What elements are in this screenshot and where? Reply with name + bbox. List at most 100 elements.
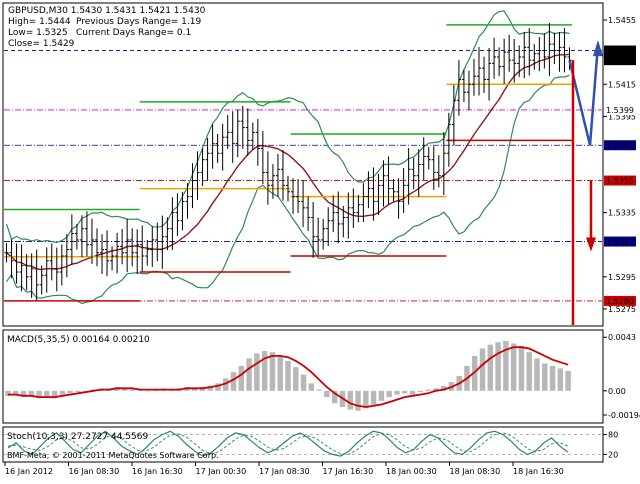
macd-bar bbox=[75, 390, 81, 393]
price-bar bbox=[34, 249, 39, 301]
price-pane[interactable] bbox=[2, 2, 604, 327]
price-bar bbox=[49, 243, 54, 281]
price-bar bbox=[79, 215, 84, 258]
moving-average bbox=[6, 53, 570, 271]
macd-bar bbox=[378, 390, 385, 401]
macd-bar bbox=[191, 388, 198, 391]
price-bar bbox=[115, 232, 120, 274]
price-bar bbox=[74, 223, 79, 250]
macd-tick-label: -0.00194 bbox=[608, 411, 640, 420]
price-bar bbox=[135, 229, 140, 274]
time-tick-label: 16 Jan 2012 bbox=[5, 467, 53, 476]
stoch-label: Stoch(10,3,3) 27.2727 44.5569 bbox=[7, 432, 148, 442]
macd-bar bbox=[542, 363, 548, 391]
price-bar bbox=[125, 218, 130, 273]
macd-bar bbox=[534, 358, 540, 391]
forecast-up-arrowhead bbox=[593, 40, 603, 57]
macd-bar bbox=[472, 355, 478, 391]
time-tick-label: 17 Jan 16:30 bbox=[323, 467, 374, 476]
price-bar bbox=[94, 228, 99, 267]
stoch-main-line bbox=[7, 430, 569, 457]
price-bar bbox=[270, 164, 275, 199]
price-bar bbox=[4, 243, 9, 263]
time-tick-label: 16 Jan 08:30 bbox=[69, 467, 120, 476]
price-bar bbox=[215, 134, 220, 163]
price-bar bbox=[160, 215, 165, 269]
macd-bar bbox=[479, 348, 486, 391]
indicator-bands bbox=[4, 10, 572, 305]
macd-bar bbox=[308, 383, 315, 391]
price-tick-label: 1.5275 bbox=[608, 305, 636, 314]
price-bar bbox=[301, 180, 306, 228]
price-bar bbox=[336, 191, 341, 244]
price-bar bbox=[44, 247, 49, 293]
forecast-up-line bbox=[568, 44, 600, 146]
macd-bar bbox=[565, 370, 571, 391]
price-bar bbox=[406, 148, 411, 205]
price-bar bbox=[371, 167, 376, 221]
macd-bar bbox=[277, 355, 283, 391]
price-bar bbox=[356, 194, 361, 223]
time-tick-label: 16 Jan 16:30 bbox=[132, 467, 183, 476]
price-tick-label: 1.5295 bbox=[608, 273, 636, 282]
macd-bar bbox=[300, 374, 307, 391]
price-bar bbox=[275, 153, 280, 197]
stoch-tick-label: 80 bbox=[608, 431, 618, 440]
price-bar bbox=[366, 171, 371, 209]
macd-bar bbox=[440, 385, 447, 391]
price-bar bbox=[552, 32, 557, 65]
macd-plot: 0.0043 0.00 -0.00194 bbox=[5, 333, 640, 420]
bollinger-upper bbox=[5, 10, 570, 244]
macd-bar bbox=[347, 390, 353, 410]
stoch-tick-label: 20 bbox=[608, 450, 618, 459]
price-bar bbox=[562, 28, 567, 73]
price-bar bbox=[326, 207, 331, 247]
price-bar bbox=[190, 163, 195, 209]
price-bar bbox=[311, 202, 316, 258]
price-bar bbox=[431, 146, 436, 190]
price-marker-label: 1.5430 bbox=[606, 56, 634, 65]
macd-bar bbox=[82, 390, 89, 392]
price-marker-box bbox=[604, 236, 636, 247]
macd-bar bbox=[557, 368, 564, 391]
macd-bar bbox=[549, 365, 556, 391]
price-bar bbox=[482, 56, 487, 93]
macd-bar bbox=[51, 390, 58, 399]
price-bar bbox=[175, 193, 180, 237]
price-axis: 1.5455 1.5415 1.5395 1.5335 1.5295 1.5275 1.54… bbox=[603, 16, 636, 314]
macd-tick-label: 0.0043 bbox=[608, 333, 636, 342]
macd-bar bbox=[386, 390, 392, 398]
macd-bar bbox=[285, 360, 291, 391]
price-marker-label: 1.5436 bbox=[606, 47, 634, 56]
price-bar bbox=[235, 109, 240, 158]
price-bar bbox=[110, 246, 115, 271]
macd-bar bbox=[503, 340, 509, 391]
price-bar bbox=[522, 31, 527, 79]
price-bar bbox=[361, 183, 366, 222]
macd-bar bbox=[409, 390, 416, 395]
price-bar bbox=[180, 191, 185, 231]
macd-bar bbox=[121, 388, 128, 391]
price-bar bbox=[542, 33, 547, 69]
macd-bar bbox=[67, 390, 73, 394]
price-bar bbox=[487, 47, 492, 101]
price-bar bbox=[426, 146, 431, 170]
macd-bar bbox=[36, 390, 42, 399]
price-bar bbox=[306, 196, 311, 231]
price-bar bbox=[265, 151, 270, 205]
time-tick-label: 17 Jan 00:30 bbox=[196, 467, 247, 476]
macd-bar bbox=[28, 390, 34, 396]
macd-bar bbox=[261, 350, 268, 391]
macd-bar bbox=[207, 385, 213, 391]
price-bar bbox=[376, 173, 381, 215]
price-bar bbox=[466, 70, 471, 110]
price-bar bbox=[492, 37, 497, 79]
price-bar bbox=[225, 115, 230, 149]
price-marker-label: 1.5280 bbox=[606, 297, 634, 306]
macd-bar bbox=[238, 365, 245, 391]
macd-bar bbox=[331, 390, 338, 404]
time-axis: 16 Jan 2012 16 Jan 08:30 16 Jan 16:30 17 Ja… bbox=[4, 462, 564, 476]
price-bar bbox=[411, 157, 416, 190]
macd-bar bbox=[526, 352, 532, 391]
